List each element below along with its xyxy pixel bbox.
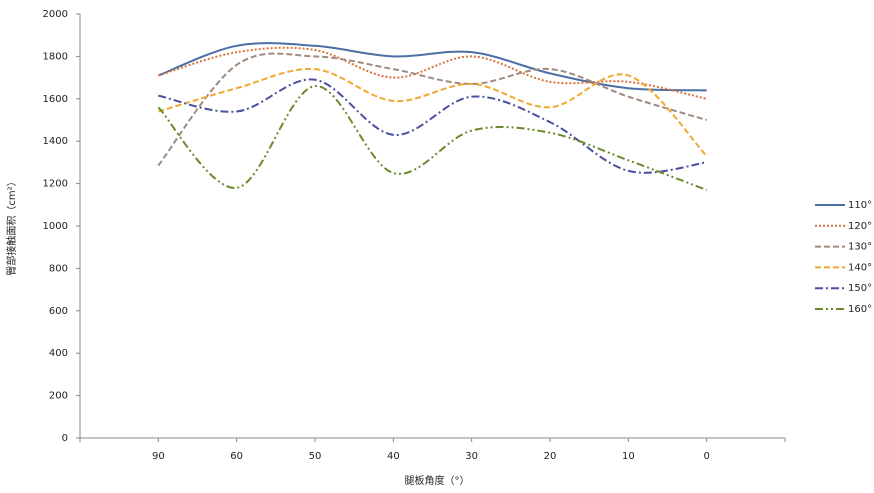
y-tick-label: 400: [49, 348, 68, 359]
y-tick-label: 800: [49, 263, 68, 274]
series-line: [158, 67, 708, 157]
y-tick-label: 1400: [43, 136, 68, 147]
x-tick-label: 40: [387, 451, 400, 462]
y-tick-label: 1000: [43, 221, 68, 232]
y-tick-label: 1600: [43, 94, 68, 105]
x-tick-label: 20: [544, 451, 557, 462]
x-tick-label: 30: [465, 451, 478, 462]
y-tick-label: 1800: [43, 51, 68, 62]
x-tick-label: 10: [622, 451, 635, 462]
series-line: [158, 46, 707, 100]
series-line: [157, 52, 707, 167]
series-line: [158, 78, 707, 174]
y-tick-label: 600: [49, 306, 68, 317]
legend-label: 130°: [848, 242, 872, 253]
y-tick-label: 2000: [43, 9, 68, 20]
x-tick-label: 50: [309, 451, 322, 462]
legend-label: 140°: [848, 262, 872, 273]
series-line: [157, 85, 708, 191]
x-tick-label: 0: [703, 451, 709, 462]
y-tick-label: 200: [49, 391, 68, 402]
y-tick-label: 1200: [43, 179, 68, 190]
legend-label: 110°: [848, 200, 872, 211]
x-axis-label: 腿板角度（°）: [405, 474, 470, 487]
y-axis-label: 臀部接触面积（cm²）: [5, 176, 18, 275]
legend-label: 160°: [848, 304, 872, 315]
legend-label: 150°: [848, 283, 872, 294]
y-tick-label: 0: [62, 433, 68, 444]
legend-label: 120°: [848, 221, 872, 232]
x-tick-label: 60: [230, 451, 243, 462]
x-tick-label: 90: [152, 451, 165, 462]
series-line: [157, 42, 707, 92]
